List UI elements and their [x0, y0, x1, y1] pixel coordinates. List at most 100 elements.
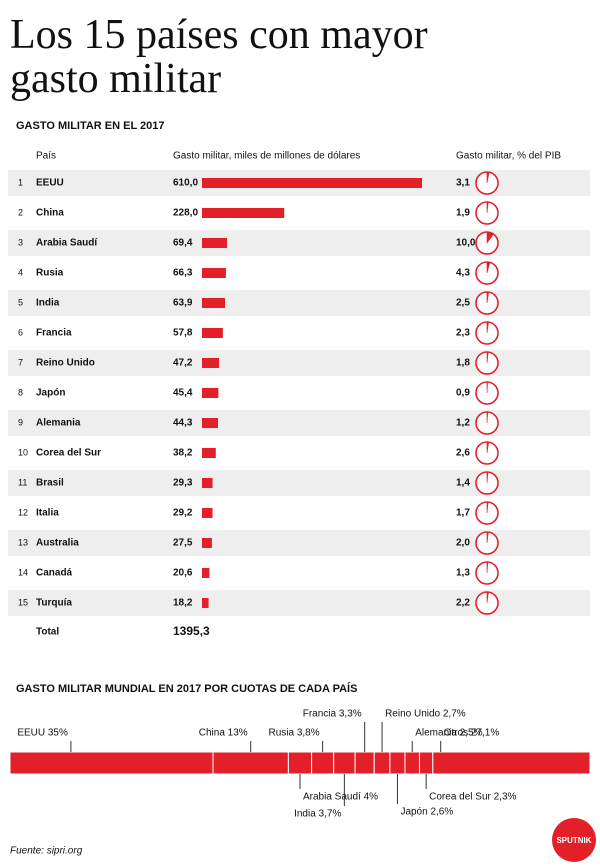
gdp-label: 2,3: [456, 328, 470, 339]
spend-bar: [202, 238, 228, 248]
gdp-wedge: [486, 411, 489, 424]
gdp-wedge: [486, 471, 489, 484]
spend-label: 57,8: [173, 328, 193, 339]
spend-label: 66,3: [173, 268, 193, 279]
share-segment: [432, 751, 591, 775]
header-spend: Gasto militar, miles de millones de dóla…: [173, 151, 360, 162]
gdp-label: 2,5: [456, 298, 470, 309]
country: Corea del Sur: [36, 448, 101, 459]
country: Reino Unido: [36, 358, 95, 369]
spend-label: 63,9: [173, 298, 193, 309]
spend-bar: [202, 418, 218, 428]
gdp-wedge: [486, 351, 489, 364]
spend-label: 29,3: [173, 478, 193, 489]
gdp-wedge: [486, 261, 491, 274]
share-label: Reino Unido 2,7%: [385, 709, 466, 720]
spend-bar: [202, 208, 285, 218]
logo-text: SPUTNIK: [556, 836, 591, 845]
spend-label: 27,5: [173, 538, 193, 549]
share-label: EEUU 35%: [17, 728, 68, 739]
share-segment: [389, 751, 406, 775]
gdp-wedge: [486, 231, 494, 244]
spend-bar: [202, 508, 213, 518]
gdp-label: 10,0: [456, 238, 476, 249]
share-segment: [404, 751, 420, 775]
row-band: [8, 590, 590, 616]
title-line-1: Los 15 países con mayor gasto militar: [10, 12, 428, 102]
country: India: [36, 298, 60, 309]
share-segment: [333, 751, 356, 775]
gdp-label: 3,1: [456, 178, 470, 189]
spend-bar: [202, 448, 216, 458]
gdp-label: 1,3: [456, 568, 470, 579]
gdp-label: 2,6: [456, 448, 470, 459]
spend-bar: [202, 538, 212, 548]
rank: 5: [18, 297, 23, 307]
spend-label: 44,3: [173, 418, 193, 429]
gdp-wedge: [486, 201, 489, 214]
spend-bar: [202, 478, 213, 488]
gdp-label: 2,2: [456, 598, 470, 609]
country: Alemania: [36, 418, 81, 429]
row-band: [8, 410, 590, 436]
country: Rusia: [36, 268, 64, 279]
country: Italia: [36, 508, 59, 519]
shares-heading: GASTO MILITAR MUNDIAL EN 2017 POR CUOTAS…: [16, 682, 357, 695]
gdp-label: 1,7: [456, 508, 470, 519]
total-value: 1395,3: [173, 624, 210, 638]
spend-label: 610,0: [173, 178, 198, 189]
gdp-label: 1,9: [456, 208, 470, 219]
table-heading: GASTO MILITAR EN EL 2017: [16, 120, 165, 132]
country: Turquía: [36, 598, 72, 609]
rank: 11: [18, 477, 27, 487]
rank: 14: [18, 567, 28, 577]
spend-bar: [202, 298, 226, 308]
rank: 15: [18, 597, 28, 607]
rank: 10: [18, 447, 28, 457]
total-label: Total: [36, 627, 59, 638]
country: Japón: [36, 388, 65, 399]
spend-label: 18,2: [173, 598, 193, 609]
share-label: Alemania 2,5%: [415, 728, 482, 739]
share-label: Rusia 3,8%: [268, 728, 319, 739]
gdp-wedge: [486, 441, 490, 454]
gdp-wedge: [486, 591, 489, 604]
gdp-wedge: [486, 171, 490, 184]
rank: 7: [18, 357, 23, 367]
spend-bar: [202, 568, 210, 578]
country: Arabia Saudí: [36, 238, 98, 249]
share-segment: [311, 751, 335, 775]
gdp-wedge: [486, 501, 489, 514]
share-segment: [287, 751, 313, 775]
gdp-wedge: [486, 381, 488, 394]
share-segment: [354, 751, 375, 775]
share-label: Japón 2,6%: [400, 807, 453, 818]
rank: 4: [18, 267, 23, 277]
share-label: Corea del Sur 2,3%: [429, 792, 516, 803]
gdp-label: 2,0: [456, 538, 470, 549]
gdp-wedge: [486, 321, 489, 334]
share-label: Otros 27,1%: [444, 728, 500, 739]
gdp-wedge: [486, 291, 490, 304]
country: Francia: [36, 328, 72, 339]
rank: 13: [18, 537, 28, 547]
spend-label: 45,4: [173, 388, 193, 399]
spend-bar: [202, 178, 422, 188]
share-segment: [212, 751, 289, 775]
rank: 1: [18, 177, 23, 187]
country: EEUU: [36, 178, 64, 189]
gdp-label: 4,3: [456, 268, 470, 279]
share-label: India 3,7%: [294, 809, 341, 820]
gdp-label: 1,8: [456, 358, 470, 369]
rank: 12: [18, 507, 28, 517]
country: Australia: [36, 538, 79, 549]
rank: 8: [18, 387, 23, 397]
rank: 6: [18, 327, 23, 337]
rank: 9: [18, 417, 23, 427]
spend-bar: [202, 268, 226, 278]
gdp-label: 0,9: [456, 388, 470, 399]
spend-bar: [202, 328, 223, 338]
row-band: [8, 530, 590, 556]
row-band: [8, 290, 590, 316]
